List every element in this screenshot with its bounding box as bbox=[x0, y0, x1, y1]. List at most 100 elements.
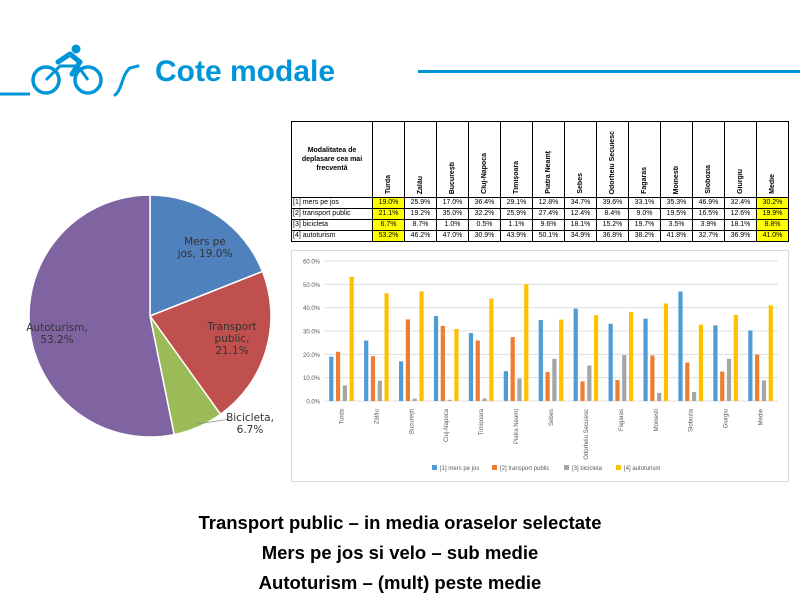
table-cell: 46.2% bbox=[404, 230, 437, 242]
bar bbox=[419, 291, 424, 401]
table-cell: 39.6% bbox=[596, 197, 629, 209]
table-cell: 12.4% bbox=[564, 208, 597, 220]
table-cell: 34.7% bbox=[564, 197, 597, 209]
table-cell: 35.0% bbox=[436, 208, 469, 220]
caption-line-3: Autoturism – (mult) peste medie bbox=[258, 572, 542, 593]
legend-swatch bbox=[564, 465, 569, 470]
x-tick-label: Odorheiu Secuiesc bbox=[584, 409, 590, 460]
legend-swatch bbox=[492, 465, 497, 470]
table-cell: 17.0% bbox=[436, 197, 469, 209]
bar bbox=[482, 398, 487, 401]
table-row: [4] autoturism 53.2% 46.2% 47.0% 30.9% 43.9% 5… bbox=[291, 230, 789, 242]
x-tick-label: Sebes bbox=[549, 409, 555, 426]
table-cell: 46.9% bbox=[692, 197, 725, 209]
table-cell: 8.8% bbox=[756, 219, 789, 231]
bar bbox=[447, 399, 452, 401]
bar bbox=[489, 298, 494, 401]
table-cell: 32.4% bbox=[724, 197, 757, 209]
bar bbox=[517, 378, 522, 401]
bar bbox=[524, 284, 529, 401]
bar bbox=[503, 371, 508, 401]
y-tick-label: 40.0% bbox=[303, 306, 321, 312]
x-tick-label: Cluj-Napoca bbox=[444, 408, 450, 442]
bar bbox=[342, 385, 347, 401]
table-row: [1] mers pe jos 19.0% 25.9% 17.0% 36.4% 29.1%… bbox=[291, 197, 789, 209]
table-cell: 41.0% bbox=[756, 230, 789, 242]
table-cell: 19.9% bbox=[756, 208, 789, 220]
bar bbox=[748, 330, 753, 401]
table-cell: 9.0% bbox=[628, 208, 661, 220]
table-row-label: [3] bicicleta bbox=[291, 219, 373, 231]
table-row-label: [4] autoturism bbox=[291, 230, 373, 242]
pie-slice bbox=[28, 194, 176, 438]
table-cell: 18.1% bbox=[724, 219, 757, 231]
bar bbox=[587, 365, 592, 401]
bar bbox=[377, 380, 382, 401]
bar bbox=[685, 362, 690, 401]
y-tick-label: 0.0% bbox=[306, 400, 320, 406]
table-cell: 25.9% bbox=[404, 197, 437, 209]
table-column-header: Fagaras bbox=[628, 121, 661, 198]
table-cell: 30.9% bbox=[468, 230, 501, 242]
bar bbox=[663, 303, 669, 401]
bar bbox=[726, 358, 732, 401]
legend-label: [4] autoturism bbox=[624, 466, 660, 472]
table-cell: 34.9% bbox=[564, 230, 597, 242]
bar bbox=[573, 308, 578, 401]
bar bbox=[454, 328, 459, 401]
pie-slice bbox=[148, 270, 272, 416]
table-cell: 53.2% bbox=[372, 230, 405, 242]
table-cell: 47.0% bbox=[436, 230, 469, 242]
table-cell: 41.8% bbox=[660, 230, 693, 242]
bar bbox=[433, 316, 439, 401]
table-cell: 29.1% bbox=[500, 197, 533, 209]
table-cell: 9.6% bbox=[532, 219, 565, 231]
cyclist-icon bbox=[0, 44, 140, 97]
bar-chart: 0.0% 10.0% 20.0% 30.0% 40.0% 50.0% 60.0% Turda Z… bbox=[303, 260, 778, 472]
y-tick-label: 10.0% bbox=[303, 376, 321, 382]
table-cell: 43.9% bbox=[500, 230, 533, 242]
table-cell: 50.1% bbox=[532, 230, 565, 242]
x-tick-label: Fagaras bbox=[619, 409, 625, 431]
bar bbox=[405, 319, 411, 401]
bar bbox=[720, 371, 725, 401]
table-cell: 36.4% bbox=[468, 197, 501, 209]
bar bbox=[643, 318, 648, 401]
table-column-header: Cluj-Napoca bbox=[468, 121, 501, 198]
bar bbox=[678, 291, 683, 401]
bar bbox=[552, 358, 557, 401]
table-column-header: Slobozia bbox=[692, 121, 725, 198]
table-cell: 3.9% bbox=[692, 219, 725, 231]
bar bbox=[370, 356, 376, 401]
y-tick-label: 20.0% bbox=[303, 353, 321, 359]
table-cell: 18.1% bbox=[564, 219, 597, 231]
table-cell: 19.0% bbox=[372, 197, 405, 209]
table-cell: 32.2% bbox=[468, 208, 501, 220]
leader-line bbox=[196, 418, 231, 425]
table-cell: 19.7% bbox=[628, 219, 661, 231]
table-cell: 1.0% bbox=[436, 219, 469, 231]
bar bbox=[510, 337, 515, 401]
y-tick-label: 50.0% bbox=[303, 283, 321, 289]
table-row: [2] transport public 21.1% 19.2% 35.0% 32.2%… bbox=[291, 208, 789, 220]
table-cell: 8.4% bbox=[596, 208, 629, 220]
table-cell: 8.7% bbox=[404, 219, 437, 231]
pie-chart: Mers pe jos, 19.0% Transport public, 21.1% Bi… bbox=[26, 194, 274, 438]
bar bbox=[713, 325, 718, 401]
bar bbox=[761, 380, 767, 401]
table-column-header: Medie bbox=[756, 121, 789, 198]
bar bbox=[329, 356, 334, 401]
y-tick-label: 30.0% bbox=[303, 330, 321, 336]
caption-line-2: Mers pe jos si velo – sub medie bbox=[261, 542, 539, 563]
bar bbox=[608, 323, 613, 401]
title-divider bbox=[418, 70, 800, 73]
table-cell: 33.1% bbox=[628, 197, 661, 209]
bar bbox=[559, 319, 564, 401]
y-tick-label: 60.0% bbox=[303, 260, 321, 266]
legend-swatch bbox=[616, 465, 621, 470]
table-cell: 36.9% bbox=[724, 230, 757, 242]
bar bbox=[691, 391, 697, 401]
pie-slice bbox=[149, 194, 264, 318]
x-tick-label: Slobozia bbox=[689, 408, 695, 432]
bar bbox=[440, 325, 445, 401]
